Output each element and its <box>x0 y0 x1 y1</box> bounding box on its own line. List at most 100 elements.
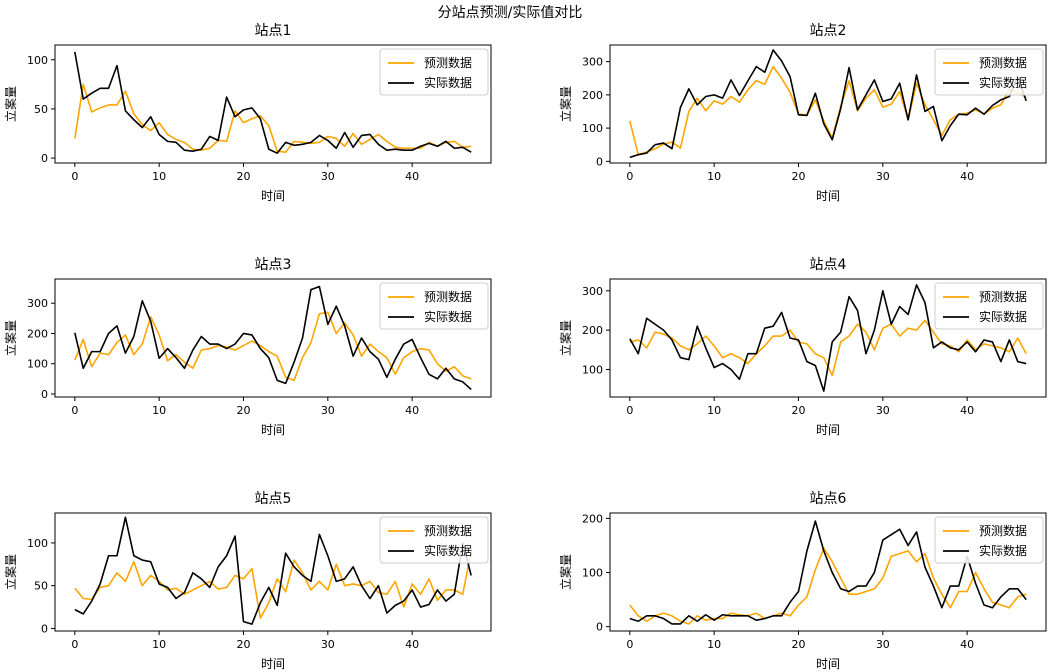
x-axis-label: 时间 <box>261 423 285 437</box>
y-axis-label: 立案量 <box>3 320 18 356</box>
legend-label: 预测数据 <box>424 289 472 304</box>
x-tick-label: 0 <box>71 404 78 417</box>
legend-label: 实际数据 <box>424 75 472 90</box>
x-tick-label: 20 <box>236 170 250 183</box>
x-tick-label: 40 <box>405 638 419 651</box>
actual-series-line <box>74 516 472 625</box>
x-axis-label: 时间 <box>261 189 285 203</box>
y-tick-label: 200 <box>582 324 603 337</box>
y-tick-label: 100 <box>582 122 603 135</box>
x-tick-label: 20 <box>791 638 805 651</box>
x-tick-label: 10 <box>707 170 721 183</box>
predicted-series-line <box>74 311 472 382</box>
y-tick-label: 0 <box>596 155 603 168</box>
axes-frame <box>609 278 1047 398</box>
x-tick-label: 10 <box>152 638 166 651</box>
y-axis-label: 立案量 <box>558 86 573 122</box>
legend-label: 预测数据 <box>424 55 472 70</box>
axes-frame <box>54 44 492 164</box>
y-tick-label: 0 <box>41 388 48 401</box>
y-tick-label: 100 <box>27 537 48 550</box>
x-axis-label: 时间 <box>261 657 285 671</box>
x-tick-label: 30 <box>321 638 335 651</box>
x-tick-label: 20 <box>236 404 250 417</box>
legend-label: 预测数据 <box>979 523 1027 538</box>
actual-series-line <box>629 49 1027 159</box>
axes-frame <box>54 512 492 632</box>
y-tick-label: 300 <box>582 56 603 69</box>
x-tick-label: 30 <box>876 638 890 651</box>
y-tick-label: 100 <box>27 358 48 371</box>
x-tick-label: 40 <box>960 170 974 183</box>
x-tick-label: 0 <box>71 170 78 183</box>
y-tick-label: 0 <box>41 152 48 165</box>
y-tick-label: 300 <box>582 285 603 298</box>
y-axis-label: 立案量 <box>558 320 573 356</box>
y-tick-label: 300 <box>27 297 48 310</box>
chart-title: 站点4 <box>810 257 847 273</box>
x-tick-label: 30 <box>876 404 890 417</box>
y-axis-label: 立案量 <box>3 554 18 590</box>
legend-label: 实际数据 <box>424 543 472 558</box>
x-tick-label: 0 <box>626 404 633 417</box>
x-tick-label: 10 <box>152 170 166 183</box>
x-tick-label: 40 <box>960 404 974 417</box>
axes-frame <box>54 278 492 398</box>
x-tick-label: 40 <box>405 170 419 183</box>
actual-series-line <box>629 284 1027 392</box>
predicted-series-line <box>629 547 1027 625</box>
x-axis-label: 时间 <box>816 657 840 671</box>
y-tick-label: 100 <box>582 363 603 376</box>
y-tick-label: 50 <box>34 580 48 593</box>
y-tick-label: 200 <box>27 327 48 340</box>
y-tick-label: 200 <box>582 89 603 102</box>
x-tick-label: 20 <box>236 638 250 651</box>
y-tick-label: 100 <box>27 54 48 67</box>
x-tick-label: 30 <box>321 170 335 183</box>
actual-series-line <box>629 520 1027 625</box>
x-tick-label: 10 <box>707 638 721 651</box>
y-tick-label: 0 <box>596 621 603 634</box>
predicted-series-line <box>74 83 472 153</box>
predicted-series-line <box>74 551 472 619</box>
x-tick-label: 10 <box>707 404 721 417</box>
y-tick-label: 200 <box>582 512 603 525</box>
x-tick-label: 0 <box>626 638 633 651</box>
legend-label: 实际数据 <box>979 543 1027 558</box>
x-tick-label: 30 <box>876 170 890 183</box>
chart-title: 站点6 <box>810 491 847 507</box>
x-tick-label: 0 <box>71 638 78 651</box>
axes-frame <box>609 512 1047 632</box>
y-tick-label: 100 <box>582 567 603 580</box>
y-axis-label: 立案量 <box>558 554 573 590</box>
legend-label: 预测数据 <box>979 289 1027 304</box>
actual-series-line <box>74 285 472 391</box>
actual-series-line <box>74 51 472 154</box>
x-tick-label: 20 <box>791 170 805 183</box>
chart-title: 站点1 <box>255 23 292 39</box>
x-tick-label: 20 <box>791 404 805 417</box>
x-axis-label: 时间 <box>816 423 840 437</box>
chart-title: 站点5 <box>255 491 292 507</box>
legend-label: 实际数据 <box>979 75 1027 90</box>
chart-title: 站点3 <box>255 257 292 273</box>
y-tick-label: 50 <box>34 103 48 116</box>
x-tick-label: 40 <box>405 404 419 417</box>
legend-label: 预测数据 <box>979 55 1027 70</box>
figure-title: 分站点预测/实际值对比 <box>438 5 583 21</box>
legend-label: 预测数据 <box>424 523 472 538</box>
x-tick-label: 10 <box>152 404 166 417</box>
x-tick-label: 30 <box>321 404 335 417</box>
chart-title: 站点2 <box>810 23 847 39</box>
